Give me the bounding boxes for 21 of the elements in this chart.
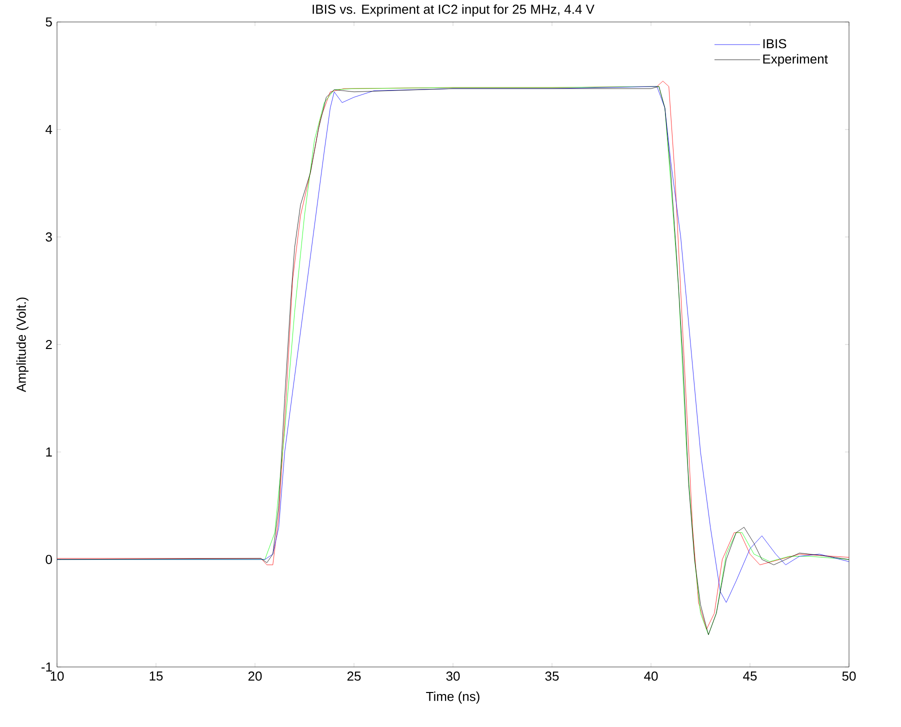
y-tick-label: 3 <box>46 232 52 242</box>
legend-label: IBIS <box>763 39 786 48</box>
x-axis-title: Time (ns) <box>426 692 480 704</box>
x-tick-label: 45 <box>743 672 757 681</box>
y-tick-label: 0 <box>46 554 52 564</box>
y-axis-title: Amplitude (Volt.) <box>16 298 28 392</box>
y-tick-label: 5 <box>46 17 52 27</box>
x-tick-label: 20 <box>248 672 262 681</box>
y-tick-label: 4 <box>46 125 52 134</box>
chart-title: IBIS vs. Expriment at IC2 input for 25 MHz, 4.4 V <box>312 4 594 16</box>
x-tick-label: 35 <box>545 672 559 681</box>
legend-label: Experiment <box>763 54 828 66</box>
x-tick-label: 25 <box>347 672 361 681</box>
x-tick-label: 10 <box>50 672 64 681</box>
x-tick-label: 15 <box>150 672 163 681</box>
x-tick-label: 40 <box>644 672 658 681</box>
y-tick-label: -1 <box>41 662 52 672</box>
x-tick-label: 50 <box>842 672 856 681</box>
y-tick-label: 1 <box>46 448 52 456</box>
x-tick-label: 30 <box>446 672 460 681</box>
y-tick-label: 2 <box>46 340 52 350</box>
